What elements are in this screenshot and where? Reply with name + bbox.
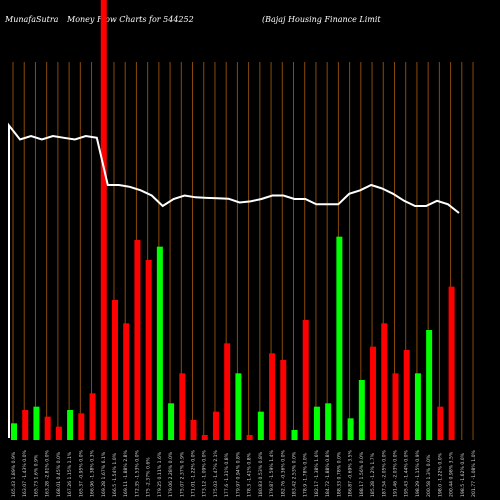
money-flow-bar — [145, 260, 152, 440]
money-flow-bar — [257, 411, 264, 440]
x-tick-label: 198.5 -1.62% 0.0% — [460, 452, 466, 497]
x-tick-label: 179.06 2.28% 0.0% — [168, 451, 174, 497]
x-tick-label: 178.3 -1.41% 0.8% — [247, 452, 253, 497]
money-flow-bar — [100, 0, 107, 440]
money-flow-bar — [313, 406, 320, 440]
x-tick-label: 200.58 1.3% 0.0% — [426, 454, 432, 497]
x-tick-label: 175.03 -1.47% 2.1% — [213, 449, 219, 497]
x-tick-label: 184.72 -1.88% 0.8% — [325, 449, 331, 497]
x-tick-label: 166.96 -1.38% 0.3% — [90, 449, 96, 497]
x-tick-label: 198.29 -1.15% 0.9% — [415, 449, 421, 497]
money-flow-bar — [156, 246, 163, 440]
x-tick-label: 175.07 2.37% 0.9% — [179, 451, 185, 497]
money-flow-bar — [212, 411, 219, 440]
x-tick-label: 163.07 -1.43% 0.0% — [22, 449, 28, 497]
money-flow-bar — [302, 320, 309, 440]
money-flow-bar — [235, 373, 242, 440]
money-flow-bar — [370, 346, 377, 440]
money-flow-bar — [67, 410, 74, 440]
money-flow-bar — [224, 343, 231, 440]
x-tick-label: 173.12 -1.09% 0.0% — [202, 449, 208, 497]
bar-series — [11, 0, 455, 440]
x-tick-label: 175 -2.37% 0.6% — [146, 457, 152, 497]
price-line — [8, 122, 460, 438]
x-tick-label: 185.28 -1.2% 1.7% — [370, 452, 376, 497]
money-flow-bar — [111, 300, 118, 440]
chart-title: Money Flow Charts for 544252 — [66, 15, 194, 24]
x-tick-label: 183.42 2.53% 0.0% — [292, 451, 298, 497]
money-flow-bar — [414, 373, 421, 440]
money-flow-bar — [403, 350, 410, 440]
money-flow-bar — [123, 323, 130, 440]
x-tick-label: 177.6 -1.31% 0.8% — [224, 452, 230, 497]
x-tick-label: 200.44 0.98% 3.5% — [449, 451, 455, 497]
x-tick-label: 186.87 -0.69% 3.5% — [348, 449, 354, 497]
x-tick-label: 178.9 -1.78% 0.0% — [303, 452, 309, 497]
x-tick-label: 172.35 -1.53% 0.0% — [134, 449, 140, 497]
money-flow-bar — [280, 360, 287, 440]
money-flow-bar — [78, 413, 85, 440]
money-flow-bar — [392, 373, 399, 440]
money-flow-bar — [55, 426, 62, 440]
x-tick-label: 180.83 0.53% 0.8% — [258, 451, 264, 497]
money-flow-bar — [448, 286, 455, 440]
x-tick-label: 171.01 -1.22% 0.0% — [191, 449, 197, 497]
x-tick-labels: 165.43 1.89% 0.9% 163.07 -1.43% 0.0% 165.7… — [11, 449, 477, 497]
money-flow-bar — [325, 403, 332, 440]
money-flow-bar — [134, 240, 141, 440]
x-tick-label: 195.43 -1.44% 0.0% — [404, 449, 410, 497]
x-tick-label: 179.87 -1.59% 1.4% — [269, 449, 275, 497]
money-flow-bar — [358, 380, 365, 440]
x-tick-label: 201.77 -1.08% 1.0% — [471, 449, 477, 497]
x-tick-label: 198.0 -1.22% 0.0% — [437, 452, 443, 497]
x-tick-label: 165.73 1.6% 0.9% — [33, 454, 39, 497]
x-tick-label: 166.5 -1.54% 1.0% — [112, 452, 118, 497]
line-series — [8, 122, 460, 438]
company-name: (Bajaj Housing Finance Limit — [262, 15, 381, 24]
money-flow-bar — [269, 353, 276, 440]
money-flow-bar — [33, 406, 40, 440]
x-tick-label: 169.28 1.67% 6.1% — [101, 451, 107, 497]
money-flow-bar — [437, 406, 444, 440]
money-flow-bar — [426, 330, 433, 440]
x-tick-label: 188.17 1.56% 0.0% — [359, 451, 365, 497]
money-flow-bar — [347, 418, 354, 440]
x-tick-label: 163.28 -2.81% 0.0% — [45, 449, 51, 497]
x-tick-label: 182.17 -1.38% 1.6% — [314, 449, 320, 497]
x-tick-label: 179.97 0.94% 0.8% — [235, 451, 241, 497]
money-flow-bar — [190, 420, 197, 440]
money-flow-bar — [44, 416, 51, 440]
x-tick-label: 168.01 0.45% 0.0% — [56, 451, 62, 497]
x-tick-label: 182.76 -0.36% 0.0% — [280, 449, 286, 497]
money-flow-bar — [336, 236, 343, 440]
money-flow-bar — [179, 373, 186, 440]
money-flow-bar — [381, 323, 388, 440]
money-flow-bar — [89, 393, 96, 440]
x-tick-label: 167.26 1.15% 1.1% — [67, 451, 73, 497]
x-tick-label: 179.25 0.11% 1.6% — [157, 451, 163, 497]
money-flow-bar — [22, 410, 29, 440]
money-flow-bar — [246, 435, 253, 440]
x-tick-label: 165.43 1.89% 0.9% — [11, 451, 17, 497]
x-tick-label: 187.54 -2.05% 0.0% — [381, 449, 387, 497]
x-tick-label: 188.33 0.78% 0.0% — [336, 451, 342, 497]
money-flow-bar — [168, 403, 175, 440]
x-tick-label: 191.46 -2.03% 0.0% — [392, 449, 398, 497]
x-tick-label: 165.37 -0.95% 0.0% — [78, 449, 84, 497]
money-flow-bar — [201, 435, 208, 440]
money-flow-bar — [291, 430, 298, 440]
x-tick-label: 169.11 -1.88% 2.8% — [123, 449, 129, 497]
money-flow-bar — [11, 423, 17, 440]
site-name: MunafaSutra — [4, 15, 59, 24]
